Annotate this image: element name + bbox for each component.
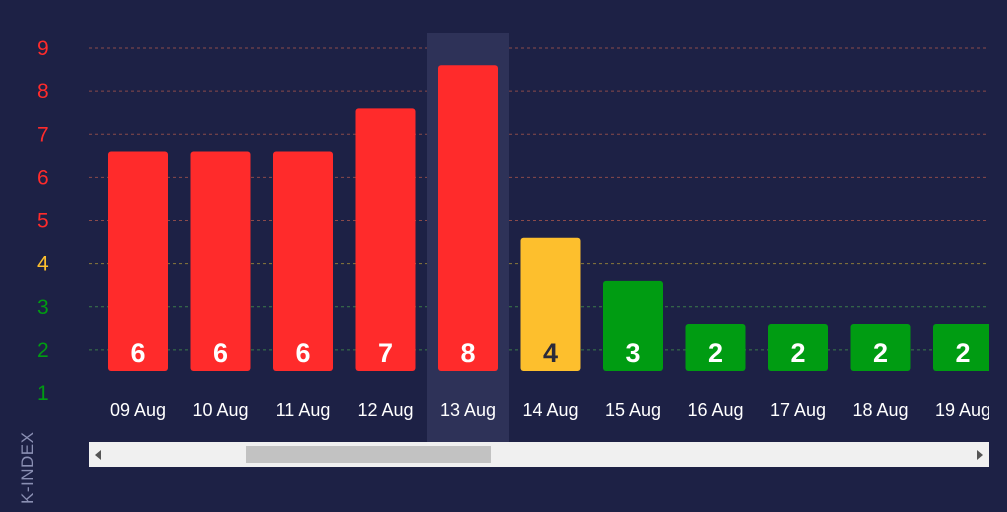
x-tick-label: 17 Aug [770, 400, 826, 420]
bar-value-label: 6 [295, 338, 310, 368]
scroll-thumb[interactable] [246, 446, 491, 463]
x-tick-label: 10 Aug [192, 400, 248, 420]
x-tick-label: 18 Aug [852, 400, 908, 420]
arrow-left-icon [95, 449, 101, 460]
bar-value-label: 8 [460, 338, 475, 368]
y-axis-label: K-INDEX [18, 431, 37, 504]
bar-value-label: 2 [790, 338, 805, 368]
bar-value-label: 4 [543, 338, 558, 368]
x-tick-label: 09 Aug [110, 400, 166, 420]
y-tick-label: 6 [37, 166, 49, 189]
y-tick-label: 3 [37, 296, 49, 319]
scroll-right-button[interactable] [971, 442, 989, 467]
bar[interactable] [520, 237, 581, 371]
x-tick-label: 15 Aug [605, 400, 661, 420]
y-tick-label: 1 [37, 382, 49, 405]
bar[interactable] [108, 151, 168, 372]
x-tick-label: 13 Aug [440, 400, 496, 420]
y-tick-label: 4 [37, 253, 49, 276]
bar-value-label: 6 [213, 338, 228, 368]
x-tick-label: 19 Aug [935, 400, 991, 420]
bar-value-label: 6 [130, 338, 145, 368]
bar-value-label: 2 [708, 338, 723, 368]
bar[interactable] [273, 151, 333, 372]
x-tick-label: 12 Aug [357, 400, 413, 420]
horizontal-scrollbar[interactable] [89, 442, 989, 467]
x-tick-label: 11 Aug [276, 400, 331, 420]
bar[interactable] [190, 151, 251, 372]
y-tick-label: 9 [37, 37, 49, 60]
x-tick-label: 14 Aug [522, 400, 578, 420]
bar-value-label: 2 [955, 338, 970, 368]
bar-value-label: 7 [378, 338, 393, 368]
y-tick-label: 7 [37, 123, 49, 146]
x-axis-ticks: 09 Aug 10 Aug 11 Aug 12 Aug 13 Aug 14 Aug 15 A… [110, 400, 991, 420]
bar[interactable] [933, 324, 993, 371]
bar-value-label: 2 [873, 338, 888, 368]
bar[interactable] [768, 324, 828, 371]
bars: 6 6 6 7 8 4 3 2 2 2 2 [108, 65, 993, 372]
bar[interactable] [355, 108, 416, 371]
bar[interactable] [850, 324, 911, 371]
bar-value-label: 3 [625, 338, 640, 368]
bar[interactable] [438, 65, 498, 371]
y-tick-label: 8 [37, 80, 49, 103]
scroll-left-button[interactable] [89, 442, 107, 467]
y-tick-label: 5 [37, 210, 49, 233]
x-tick-label: 16 Aug [687, 400, 743, 420]
bar[interactable] [603, 280, 663, 371]
bar[interactable] [685, 324, 746, 371]
arrow-right-icon [977, 449, 983, 460]
y-tick-label: 2 [37, 339, 49, 362]
y-axis-ticks: 1 2 3 4 5 6 7 8 9 [37, 37, 49, 405]
